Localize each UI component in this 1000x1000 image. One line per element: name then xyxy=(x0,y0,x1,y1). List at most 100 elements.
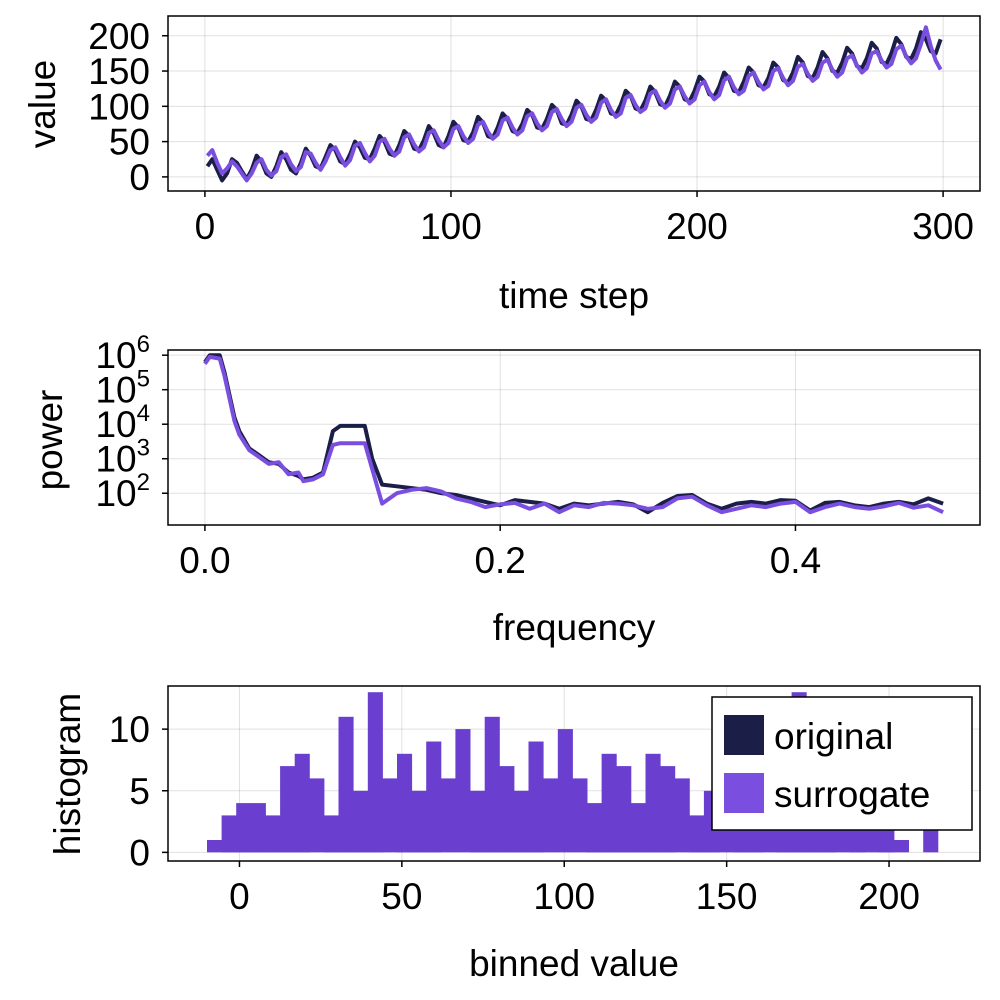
legend-swatch-original xyxy=(724,715,764,755)
panel1-y-tick-label: 105 xyxy=(95,366,150,411)
legend-swatch-surrogate xyxy=(724,773,764,813)
histogram-bar xyxy=(543,778,559,853)
histogram-x-ticks: 0 50 100 150 200 xyxy=(229,861,920,917)
legend: original surrogate xyxy=(711,696,973,831)
panel2-x-tick-label: 0 xyxy=(229,876,250,917)
histogram-bar xyxy=(674,778,690,853)
histogram-bar xyxy=(309,778,325,853)
histogram-bar xyxy=(557,729,573,853)
histogram-bar xyxy=(513,790,529,853)
histogram-bar xyxy=(221,815,237,853)
time-series-y-axis-label: value xyxy=(22,60,63,148)
histogram-bar xyxy=(470,790,486,853)
histogram-bar xyxy=(353,790,369,853)
histogram-bar xyxy=(499,766,515,853)
histogram-bar xyxy=(893,840,909,853)
panel1-x-tick-label: 0.0 xyxy=(179,540,230,581)
original-series-line xyxy=(205,30,943,183)
histogram-bar xyxy=(294,753,310,853)
time-series-x-ticks: 0 100 200 300 xyxy=(195,191,974,247)
power-spectrum-x-ticks: 0.0 0.2 0.4 xyxy=(179,525,821,581)
time-series-frame xyxy=(167,15,981,192)
histogram-bar xyxy=(923,827,939,853)
histogram-bar xyxy=(397,753,413,853)
histogram-bar xyxy=(689,815,705,853)
panel0-x-tick-label: 100 xyxy=(420,206,482,247)
panel0-y-tick-label: 200 xyxy=(88,16,150,57)
histogram-bar xyxy=(528,741,544,853)
panel0-y-tick-label: 0 xyxy=(129,157,150,198)
histogram-y-ticks: 0 5 10 xyxy=(109,709,168,873)
panel1-x-tick-label: 0.4 xyxy=(770,540,821,581)
panel0-y-tick-label: 150 xyxy=(88,51,150,92)
power-spectrum-frame xyxy=(167,349,981,526)
legend-label-surrogate: surrogate xyxy=(774,774,930,815)
histogram-bar xyxy=(601,753,617,853)
panel0-x-tick-label: 200 xyxy=(666,206,728,247)
histogram-bar xyxy=(367,692,383,853)
histogram-x-axis-label: binned value xyxy=(469,943,679,984)
panel1-y-tick-label: 106 xyxy=(95,331,150,376)
tick-base: 10 xyxy=(95,404,136,445)
tick-exponent: 4 xyxy=(137,400,150,427)
histogram-bar xyxy=(265,815,281,853)
power-spectrum-y-axis-label: power xyxy=(29,390,70,491)
histogram-bar xyxy=(630,803,646,853)
histogram-bar xyxy=(207,840,223,853)
histogram-y-axis-label: histogram xyxy=(47,693,88,855)
histogram-bar xyxy=(645,753,661,853)
histogram-bar xyxy=(572,778,588,853)
histogram-bar xyxy=(455,729,471,853)
power-spectrum-lines xyxy=(203,353,944,515)
legend-label-original: original xyxy=(774,716,893,757)
histogram-bar xyxy=(587,803,603,853)
tick-exponent: 3 xyxy=(137,435,150,462)
histogram-bar xyxy=(323,815,339,853)
histogram-bar xyxy=(660,766,676,853)
histogram-bar xyxy=(484,716,500,853)
panel0-y-tick-label: 100 xyxy=(88,86,150,127)
panel2-x-tick-label: 50 xyxy=(381,876,422,917)
time-series-lines xyxy=(205,25,943,183)
histogram-panel: 0 50 100 150 200 0 5 10 binned value histogram… xyxy=(47,685,981,984)
power-spectrum-grid xyxy=(168,350,980,525)
panel1-x-tick-label: 0.2 xyxy=(474,540,525,581)
tick-exponent: 6 xyxy=(137,331,150,358)
histogram-bar xyxy=(382,778,398,853)
tick-base: 10 xyxy=(95,473,136,514)
histogram-bar xyxy=(411,790,427,853)
histogram-bar xyxy=(338,716,354,853)
panel2-y-tick-label: 5 xyxy=(129,771,150,812)
power-spectrum-x-axis-label: frequency xyxy=(493,607,656,648)
panel2-x-tick-label: 200 xyxy=(858,876,920,917)
panel1-y-tick-label: 103 xyxy=(95,435,150,480)
histogram-bar xyxy=(250,803,266,853)
panel1-y-tick-label: 102 xyxy=(95,469,150,514)
panel0-y-tick-label: 50 xyxy=(109,122,150,163)
tick-base: 10 xyxy=(95,335,136,376)
panel0-x-tick-label: 300 xyxy=(912,206,974,247)
surrogate-series-line xyxy=(205,25,943,183)
histogram-frame xyxy=(167,685,981,862)
tick-base: 10 xyxy=(95,439,136,480)
histogram-bar xyxy=(280,766,296,853)
histogram-bar xyxy=(236,803,252,853)
panel2-y-tick-label: 0 xyxy=(129,832,150,873)
panel2-y-tick-label: 10 xyxy=(109,709,150,750)
panel0-x-tick-label: 0 xyxy=(195,206,216,247)
time-series-x-axis-label: time step xyxy=(499,275,649,316)
histogram-bar xyxy=(426,741,442,853)
histogram-bar xyxy=(440,778,456,853)
tick-exponent: 2 xyxy=(137,469,150,496)
panel2-x-tick-label: 100 xyxy=(533,876,595,917)
panel1-y-tick-label: 104 xyxy=(95,400,150,445)
panel2-x-tick-label: 150 xyxy=(696,876,758,917)
original-spectrum-line xyxy=(203,353,944,515)
surrogate-spectrum-line xyxy=(203,354,944,515)
tick-exponent: 5 xyxy=(137,366,150,393)
